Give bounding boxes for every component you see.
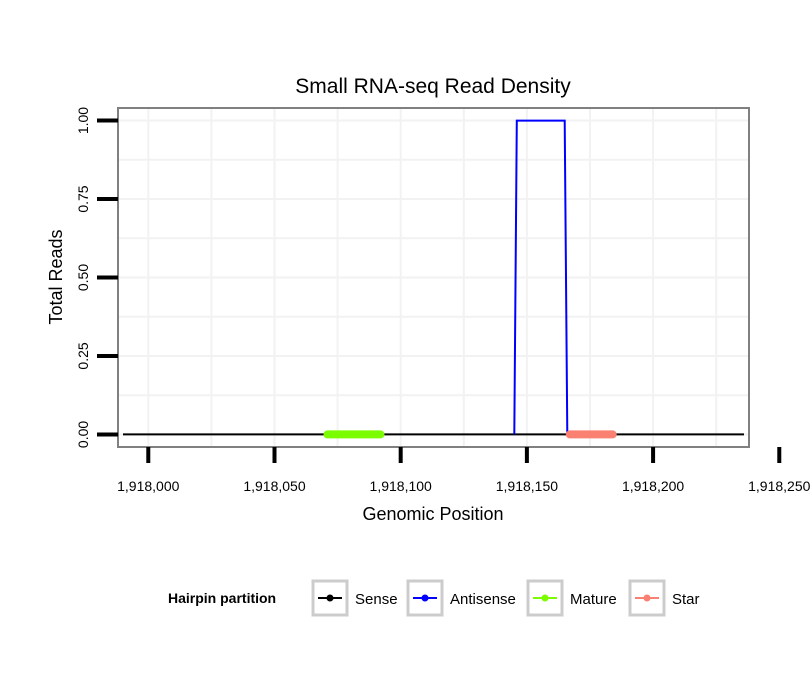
x-tick-label: 1,918,150 [496,478,558,494]
chart-title: Small RNA-seq Read Density [295,75,571,98]
legend-label-mature: Mature [570,591,617,608]
x-tick-label: 1,918,000 [117,478,179,494]
series-line-antisense [513,119,569,435]
x-tick-label: 1,918,200 [622,478,684,494]
x-tick-label: 1,918,100 [370,478,432,494]
legend-label-star: Star [672,591,700,608]
legend-point-star [643,594,651,602]
y-tick-label: 0.75 [75,185,91,212]
x-axis: 1,918,000 1,918,050 1,918,100 1,918,150 1,91… [117,447,810,494]
y-tick-label: 0.50 [75,264,91,291]
legend: Hairpin partition Sense Antisense Mature St… [168,579,700,617]
y-tick-label: 0.25 [75,342,91,369]
grid [118,108,749,447]
series-layer [123,119,744,439]
x-tick-label: 1,918,250 [748,478,810,494]
legend-point-sense [326,594,334,602]
y-axis: 0.00 0.25 0.50 0.75 1.00 [75,107,118,448]
legend-point-antisense [421,594,429,602]
legend-label-antisense: Antisense [450,591,516,608]
legend-point-mature [541,594,549,602]
legend-label-sense: Sense [355,591,398,608]
x-tick-label: 1,918,050 [243,478,305,494]
legend-title: Hairpin partition [168,590,276,606]
y-tick-label: 0.00 [75,421,91,448]
x-axis-label: Genomic Position [362,504,503,524]
y-tick-label: 1.00 [75,107,91,134]
y-axis-label: Total Reads [46,229,66,324]
